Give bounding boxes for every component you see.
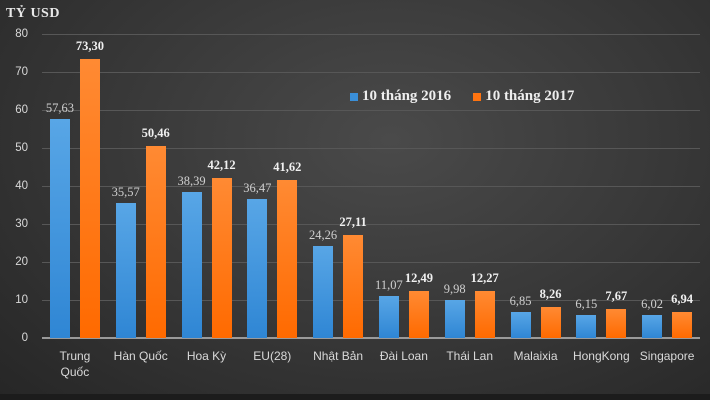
bar-2017	[540, 306, 561, 338]
bar-2016	[181, 192, 202, 338]
gridline	[42, 148, 700, 149]
data-label-2016: 38,39	[177, 174, 206, 189]
bar-2016	[49, 119, 70, 338]
bar-2016	[313, 245, 334, 338]
y-axis-unit-label: TỶ USD	[6, 6, 60, 21]
x-category-label: Hàn Quốc	[113, 349, 168, 363]
legend-item-2017: 10 tháng 2017	[473, 88, 574, 105]
bar-2016	[378, 295, 399, 338]
y-tick-label: 80	[15, 28, 28, 40]
legend: 10 tháng 2016 10 tháng 2017	[350, 88, 574, 105]
legend-swatch-2016	[350, 92, 358, 101]
bar-2016	[247, 199, 268, 338]
legend-label-2017: 10 tháng 2017	[485, 88, 575, 104]
gridline	[42, 224, 700, 225]
data-label-2017: 41,62	[273, 159, 302, 174]
y-tick-label: 10	[15, 294, 28, 306]
bar-2017	[277, 179, 298, 338]
gridline	[42, 262, 700, 263]
y-tick-label: 30	[15, 218, 28, 230]
gridline	[42, 186, 700, 187]
bar-2017	[211, 177, 232, 338]
bar-2017	[606, 308, 627, 338]
x-category-label: EU(28)	[253, 349, 292, 363]
data-label-2016: 6,15	[575, 296, 598, 311]
bar-2017	[474, 291, 495, 338]
x-category-label: Singapore	[639, 349, 695, 363]
x-category-label: Nhật Bản	[313, 349, 364, 363]
bar-2017	[79, 59, 100, 338]
bar-2016	[444, 300, 465, 338]
y-tick-label: 40	[15, 180, 28, 192]
legend-swatch-2017	[473, 92, 482, 101]
bar-2016	[642, 315, 663, 338]
data-label-2016: 6,85	[509, 293, 532, 308]
bar-2017	[672, 311, 693, 338]
y-tick-label: 50	[15, 142, 28, 154]
bar-2017	[145, 146, 166, 338]
data-label-2017: 50,46	[141, 126, 170, 141]
data-label-2016: 6,02	[641, 297, 664, 312]
x-category-label: Thái Lan	[446, 349, 494, 363]
bottom-border	[0, 394, 710, 400]
x-category-label: Hoa Kỳ	[186, 349, 227, 363]
data-label-2017: 7,67	[605, 288, 628, 303]
x-axis-line	[42, 337, 700, 339]
bar-2016	[115, 202, 136, 338]
x-category-label: Trung Quốc	[59, 349, 91, 379]
data-label-2016: 9,98	[443, 282, 466, 297]
x-category-label: Đài Loan	[379, 349, 428, 363]
data-label-2017: 8,26	[539, 286, 562, 301]
bar-2017	[408, 290, 429, 338]
data-label-2017: 12,49	[404, 270, 433, 285]
x-category-label: HongKong	[572, 349, 630, 363]
bar-2016	[576, 314, 597, 338]
legend-label-2016: 10 tháng 2016	[362, 88, 452, 104]
gridline	[42, 110, 700, 111]
gridline	[42, 300, 700, 301]
y-tick-label: 70	[15, 66, 28, 78]
y-tick-label: 0	[21, 332, 28, 344]
x-category-label: Malaixia	[513, 349, 558, 363]
data-label-2016: 24,26	[309, 227, 338, 242]
bar-2016	[510, 311, 531, 338]
legend-item-2016: 10 tháng 2016	[350, 88, 451, 105]
bar-2017	[343, 234, 364, 338]
gridline	[42, 34, 700, 35]
data-label-2017: 27,11	[339, 214, 367, 229]
data-label-2017: 6,94	[671, 291, 694, 306]
y-tick-label: 20	[15, 256, 28, 268]
gridline	[42, 72, 700, 73]
data-label-2016: 35,57	[111, 184, 140, 199]
data-label-2016: 57,63	[45, 101, 74, 115]
y-tick-label: 60	[15, 104, 28, 116]
data-label-2016: 11,07	[375, 277, 403, 292]
data-label-2016: 36,47	[243, 181, 272, 196]
data-label-2017: 73,30	[75, 39, 104, 54]
data-label-2017: 12,27	[470, 271, 499, 286]
data-label-2017: 42,12	[207, 157, 236, 172]
